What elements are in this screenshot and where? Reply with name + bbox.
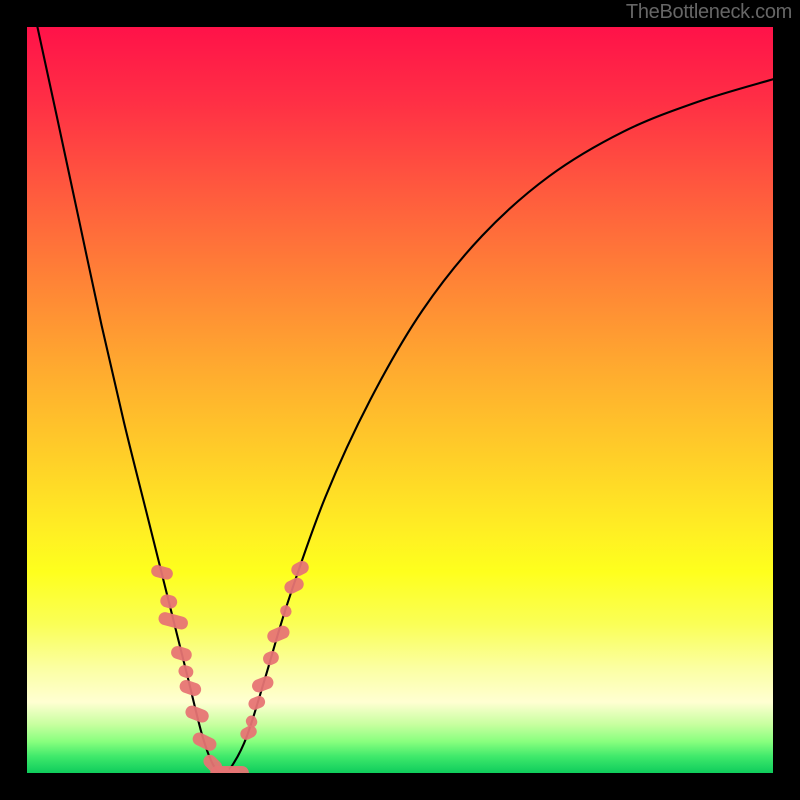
plot-area bbox=[27, 27, 773, 773]
gradient-background bbox=[27, 27, 773, 773]
chart-outer-frame: TheBottleneck.com bbox=[0, 0, 800, 800]
bottleneck-curve-chart bbox=[27, 27, 773, 773]
watermark-text: TheBottleneck.com bbox=[626, 1, 792, 24]
